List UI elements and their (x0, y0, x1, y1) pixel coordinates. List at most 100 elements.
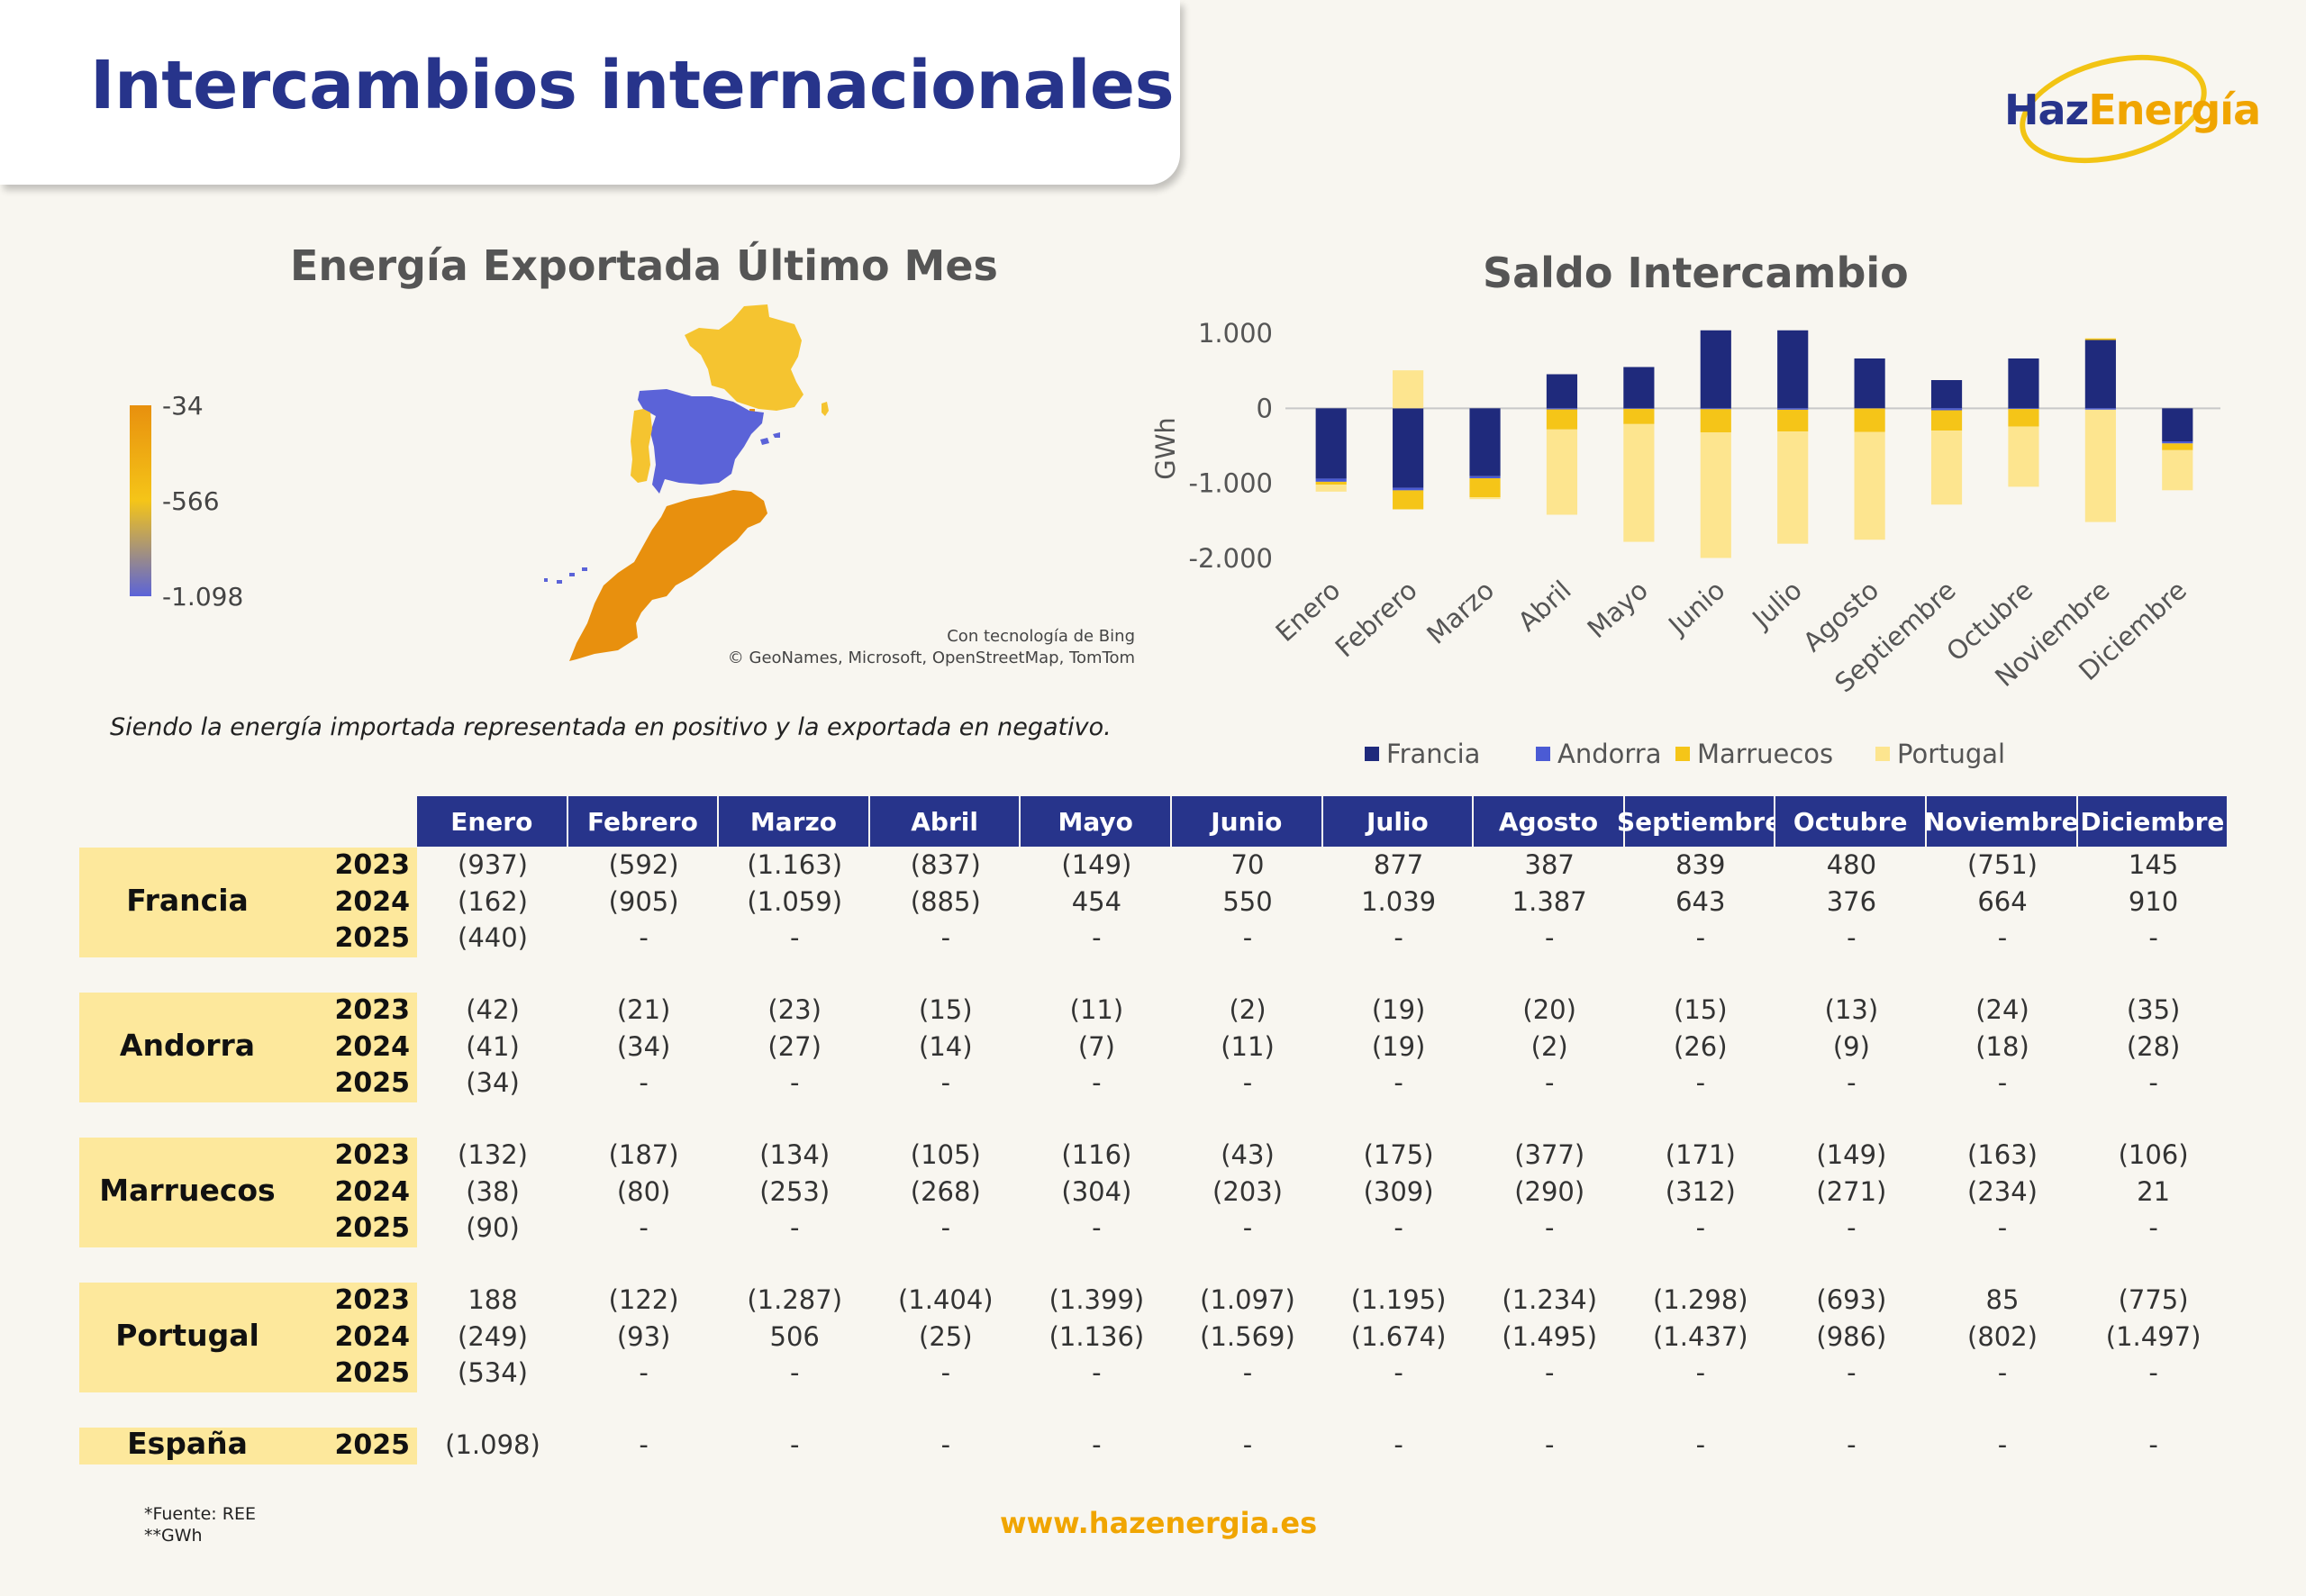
table-cell: (1.674) (1350, 1320, 1447, 1352)
table-cell: (2) (1530, 1030, 1568, 1062)
map-region-espana[interactable] (638, 389, 764, 494)
bar-portugal-noviembre[interactable] (2084, 409, 2116, 522)
table-cell: (203) (1212, 1175, 1283, 1207)
table-cell: (90) (466, 1212, 520, 1243)
bar-francia-mayo[interactable] (1623, 367, 1655, 409)
map-region-francia[interactable] (685, 304, 803, 411)
bar-marruecos-mayo[interactable] (1623, 408, 1655, 424)
table-cell: (1.136) (1049, 1320, 1145, 1352)
bar-marruecos-marzo[interactable] (1469, 478, 1501, 498)
table-cell: (9) (1832, 1030, 1870, 1062)
bar-marruecos-noviembre[interactable] (2084, 338, 2116, 340)
bar-marruecos-julio[interactable] (1777, 409, 1809, 432)
table-cell: (11) (1069, 994, 1124, 1025)
bar-portugal-abril[interactable] (1546, 429, 1578, 515)
bar-marruecos-abril[interactable] (1546, 409, 1578, 430)
table-cell: - (1695, 922, 1706, 953)
bar-andorra-diciembre[interactable] (2162, 441, 2193, 444)
map-region-baleares[interactable] (760, 432, 780, 445)
table-cell: (187) (608, 1139, 679, 1170)
export-map[interactable] (531, 297, 838, 667)
table-cell: - (1242, 1429, 1253, 1460)
table-cell: (162) (458, 885, 528, 917)
table-cell: (23) (767, 994, 822, 1025)
bar-portugal-agosto[interactable] (1854, 431, 1885, 540)
map-region-marruecos[interactable] (569, 490, 767, 661)
map-region-corcega[interactable] (822, 402, 829, 416)
year-label: 2024 (334, 1030, 411, 1063)
year-label: 2025 (334, 922, 411, 954)
bar-marruecos-febrero[interactable] (1393, 490, 1424, 510)
bar-portugal-septiembre[interactable] (1930, 431, 1963, 505)
bar-portugal-marzo[interactable] (1469, 497, 1501, 500)
table-cell: (34) (466, 1067, 520, 1098)
table-cell: 1.387 (1512, 885, 1587, 917)
legend-item-andorra[interactable]: Andorra (1536, 739, 1661, 769)
bar-francia-junio[interactable] (1700, 330, 1731, 409)
bar-marruecos-octubre[interactable] (2008, 409, 2039, 427)
bar-francia-diciembre[interactable] (2162, 408, 2193, 441)
table-cell: (802) (1967, 1320, 2038, 1352)
bar-portugal-febrero[interactable] (1393, 370, 1424, 409)
table-cell: (14) (919, 1030, 973, 1062)
bar-marruecos-diciembre[interactable] (2162, 443, 2193, 450)
x-tick-label: Mayo (1582, 575, 1654, 644)
table-cell: - (2148, 1212, 2158, 1243)
map-title: Energía Exportada Último Mes (290, 241, 998, 290)
bar-francia-julio[interactable] (1777, 330, 1809, 409)
bar-francia-abril[interactable] (1546, 374, 1578, 409)
table-cell: (1.163) (747, 849, 843, 880)
bar-francia-octubre[interactable] (2008, 358, 2039, 409)
bar-portugal-enero[interactable] (1315, 485, 1347, 492)
table-cell: - (1092, 1357, 1102, 1388)
column-header-marzo: Marzo (719, 796, 870, 847)
year-label: 2023 (334, 1284, 411, 1316)
bar-francia-agosto[interactable] (1854, 358, 1885, 409)
bar-marruecos-agosto[interactable] (1854, 408, 1885, 432)
bar-francia-septiembre[interactable] (1930, 380, 1963, 409)
bar-francia-enero[interactable] (1315, 408, 1347, 479)
table-cell: 145 (2128, 849, 2179, 880)
bar-andorra-octubre[interactable] (2008, 408, 2039, 410)
table-cell: (149) (1061, 849, 1132, 880)
bar-andorra-enero[interactable] (1315, 478, 1347, 482)
bar-portugal-mayo[interactable] (1623, 423, 1655, 542)
table-cell: (1.234) (1502, 1284, 1598, 1315)
bar-portugal-octubre[interactable] (2008, 426, 2039, 487)
legend-item-marruecos[interactable]: Marruecos (1675, 739, 1833, 769)
legend-item-portugal[interactable]: Portugal (1875, 739, 2005, 769)
year-label: 2023 (334, 1139, 411, 1171)
bar-marruecos-enero[interactable] (1315, 481, 1347, 485)
bar-andorra-mayo[interactable] (1623, 408, 1655, 410)
bar-marruecos-junio[interactable] (1700, 409, 1731, 432)
bar-francia-febrero[interactable] (1393, 408, 1424, 488)
legend-item-francia[interactable]: Francia (1365, 739, 1480, 769)
country-block-marruecos (79, 1138, 417, 1247)
bar-andorra-septiembre[interactable] (1930, 408, 1963, 411)
map-region-portugal[interactable] (631, 409, 652, 483)
website-link[interactable]: www.hazenergia.es (1000, 1506, 1318, 1540)
bar-andorra-noviembre[interactable] (2084, 408, 2116, 410)
bar-andorra-marzo[interactable] (1469, 476, 1501, 478)
table-cell: - (940, 922, 951, 953)
bar-andorra-febrero[interactable] (1393, 487, 1424, 491)
bar-portugal-junio[interactable] (1700, 432, 1731, 558)
bar-andorra-julio[interactable] (1777, 408, 1809, 410)
bar-marruecos-septiembre[interactable] (1930, 410, 1963, 431)
bar-portugal-julio[interactable] (1777, 431, 1809, 544)
bar-andorra-junio[interactable] (1700, 408, 1731, 410)
map-region-canarias[interactable] (544, 567, 587, 584)
table-cell: - (1847, 1429, 1857, 1460)
table-cell: (35) (2126, 994, 2181, 1025)
bar-portugal-diciembre[interactable] (2162, 449, 2193, 491)
bar-andorra-abril[interactable] (1546, 408, 1578, 410)
year-label: 2024 (334, 1175, 411, 1208)
bar-francia-marzo[interactable] (1469, 408, 1501, 476)
y-tick-label: -2.000 (1189, 543, 1274, 574)
year-label: 2024 (334, 885, 411, 918)
bar-francia-noviembre[interactable] (2084, 340, 2116, 409)
footnote-unit: **GWh (144, 1526, 203, 1546)
table-cell: (106) (2118, 1139, 2189, 1170)
sign-convention-note: Siendo la energía importada representada… (110, 713, 1112, 741)
table-cell: (837) (910, 849, 981, 880)
